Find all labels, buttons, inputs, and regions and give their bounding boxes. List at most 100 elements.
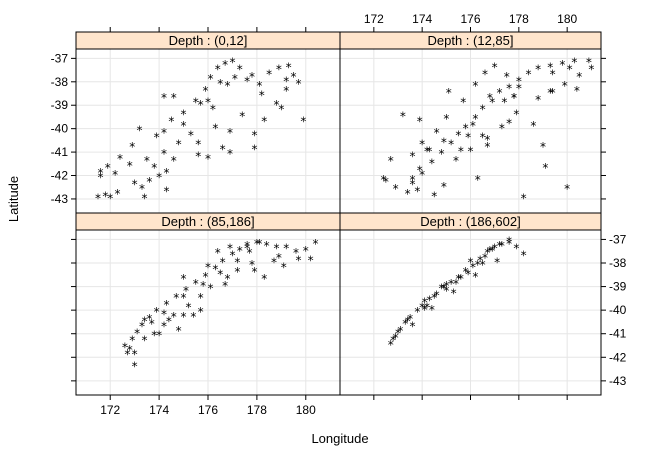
point-black: * — [388, 338, 394, 352]
point-black: * — [222, 58, 228, 72]
point-red: * — [124, 348, 130, 362]
point-black: * — [151, 161, 157, 175]
point-black: * — [117, 152, 123, 166]
y-tick-label: -39 — [609, 280, 627, 294]
point-black: * — [497, 86, 503, 100]
point-black: * — [576, 70, 582, 84]
point-red: * — [256, 237, 262, 251]
point-red: * — [205, 260, 211, 274]
point-black: * — [254, 237, 260, 251]
point-red: * — [227, 147, 233, 161]
point-black: * — [414, 185, 420, 199]
point-black: * — [453, 154, 459, 168]
point-red: * — [484, 140, 490, 154]
point-black: * — [232, 72, 238, 86]
panel-axis: 172 174 176 178 180 — [71, 238, 316, 417]
point-red: * — [487, 91, 493, 105]
point-black: * — [261, 272, 267, 286]
point-black: * — [161, 126, 167, 140]
x-tick-label: 178 — [247, 403, 267, 417]
point-black: * — [261, 114, 267, 128]
point-black: * — [154, 131, 160, 145]
panel-axis: -37 -38 -39 -40 -41 -42 -43 — [51, 27, 307, 206]
x-tick-label: 172 — [100, 403, 120, 417]
point-black: * — [571, 56, 577, 70]
point-black: * — [256, 79, 262, 93]
point-black: * — [393, 182, 399, 196]
point-red: * — [205, 96, 211, 110]
point-black: * — [405, 187, 411, 201]
point-green: * — [417, 163, 423, 177]
point-black: * — [176, 138, 182, 152]
point-red: * — [422, 303, 428, 317]
point-black: * — [273, 242, 279, 256]
point-red: * — [217, 267, 223, 281]
point-black: * — [212, 263, 218, 277]
point-red: * — [251, 265, 257, 279]
point-black: * — [506, 81, 512, 95]
point-red: * — [405, 315, 411, 329]
point-black: * — [443, 112, 449, 126]
point-black: * — [477, 253, 483, 267]
point-black: * — [249, 258, 255, 272]
point-red: * — [127, 159, 133, 173]
point-black: * — [455, 128, 461, 142]
point-black: * — [154, 305, 160, 319]
point-red: * — [468, 256, 474, 270]
point-black: * — [484, 246, 490, 260]
point-black: * — [410, 319, 416, 333]
point-black: * — [203, 270, 209, 284]
panel-axis: 172 174 176 178 180 — [364, 12, 606, 200]
point-black: * — [492, 242, 498, 256]
point-black: * — [259, 89, 265, 103]
point-black: * — [521, 192, 527, 206]
point-black: * — [183, 284, 189, 298]
point-black: * — [229, 249, 235, 263]
point-black: * — [244, 74, 250, 88]
point-black: * — [535, 93, 541, 107]
point-black: * — [390, 333, 396, 347]
point-black: * — [244, 239, 250, 253]
point-red: * — [480, 131, 486, 145]
point-red: * — [540, 140, 546, 154]
point-black: * — [271, 256, 277, 270]
point-red: * — [516, 81, 522, 95]
point-black: * — [286, 60, 292, 74]
point-black: * — [441, 180, 447, 194]
point-black: * — [400, 110, 406, 124]
point-red: * — [198, 305, 204, 319]
point-black: * — [465, 131, 471, 145]
point-black: * — [489, 96, 495, 110]
point-black: * — [470, 260, 476, 274]
point-black: * — [195, 138, 201, 152]
x-tick-label: 180 — [557, 12, 577, 26]
point-red: * — [395, 326, 401, 340]
point-red: * — [410, 178, 416, 192]
point-black: * — [203, 84, 209, 98]
point-black: * — [239, 110, 245, 124]
point-black: * — [207, 282, 213, 296]
point-black: * — [439, 147, 445, 161]
point-black: * — [513, 242, 519, 256]
point-black: * — [463, 121, 469, 135]
point-black: * — [210, 103, 216, 117]
point-red: * — [222, 279, 228, 293]
point-black: * — [220, 142, 226, 156]
point-red: * — [381, 173, 387, 187]
point-black: * — [168, 114, 174, 128]
point-black: * — [144, 154, 150, 168]
point-black: * — [163, 298, 169, 312]
point-red: * — [453, 277, 459, 291]
point-red: * — [281, 260, 287, 274]
point-red: * — [506, 117, 512, 131]
panel-strip-label: Depth : (85,186] — [161, 214, 254, 229]
point-black: * — [480, 103, 486, 117]
y-tick-label: -43 — [51, 192, 69, 206]
point-black: * — [511, 91, 517, 105]
point-black: * — [173, 291, 179, 305]
y-tick-label: -40 — [609, 303, 627, 317]
point-black: * — [550, 86, 556, 100]
point-black: * — [499, 121, 505, 135]
point-green: * — [141, 315, 147, 329]
y-tick-label: -39 — [51, 98, 69, 112]
